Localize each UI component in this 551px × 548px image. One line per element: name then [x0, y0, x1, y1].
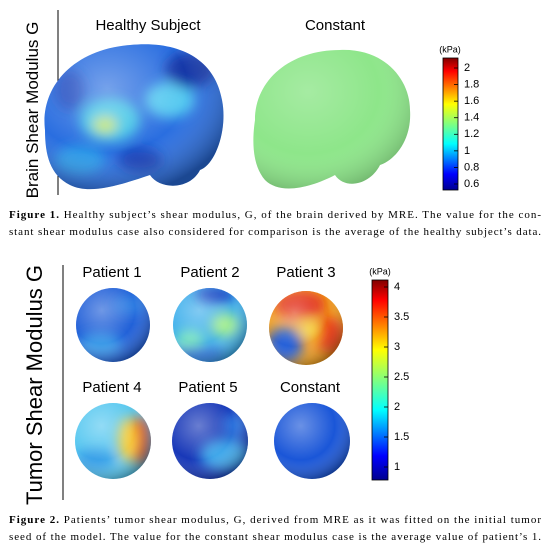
panel-label: Patient 2 — [180, 264, 239, 281]
colorbar-unit: (kPa) — [369, 266, 391, 276]
colorbar-tick-label: 1.2 — [464, 128, 479, 140]
colorbar-tick-label: 0.6 — [464, 178, 479, 190]
colorbar-tick-label: 1 — [464, 145, 470, 157]
y-label: Tumor Shear Modulus G — [22, 265, 47, 505]
brain-healthy — [44, 44, 224, 190]
tumor-sphere-constant — [274, 403, 350, 479]
colorbar-tick-label: 1.6 — [464, 95, 479, 107]
colorbar — [442, 57, 459, 191]
panel-label: Healthy Subject — [95, 17, 201, 34]
colorbar-tick-label: 0.8 — [464, 161, 479, 173]
tumor-sphere — [173, 288, 247, 362]
brain-constant — [253, 49, 411, 189]
caption-line: seed of the model. The value for the con… — [9, 531, 541, 543]
colorbar-ticks: 2 1.8 1.6 1.4 1.2 1 0.8 0.6 — [454, 62, 479, 190]
caption-label: Figure 2. — [9, 514, 59, 526]
caption-line: Figure 2. Patients’ tumor shear modulus,… — [9, 514, 541, 526]
caption-line: Figure 1. Healthy subject’s shear modulu… — [9, 209, 541, 221]
panel-label: Patient 5 — [178, 379, 237, 396]
tumor-sphere — [75, 403, 151, 479]
colorbar-tick-label: 3 — [394, 341, 400, 353]
tumor-sphere — [172, 403, 248, 479]
colorbar-tick-label: 1.4 — [464, 112, 479, 124]
colorbar-tick-label: 1.5 — [394, 431, 409, 443]
tumor-sphere — [269, 291, 343, 365]
colorbar-tick-label: 3.5 — [394, 311, 409, 323]
panel-label: Patient 4 — [82, 379, 141, 396]
panel-label: Constant — [280, 379, 341, 396]
tumor-sphere — [76, 288, 150, 362]
caption-label: Figure 1. — [9, 209, 59, 221]
colorbar-tick-label: 1 — [394, 461, 400, 473]
colorbar-tick-label: 2.5 — [394, 371, 409, 383]
colorbar-ticks: 4 3.5 3 2.5 2 1.5 1 — [384, 281, 409, 473]
panel-label: Constant — [305, 17, 366, 34]
panel-label: Patient 3 — [276, 264, 335, 281]
colorbar-unit: (kPa) — [439, 44, 461, 54]
y-label: Brain Shear Modulus G — [23, 22, 42, 199]
colorbar-tick-label: 1.8 — [464, 78, 479, 90]
caption-text: Healthy subject’s shear modulus, G, of t… — [64, 209, 542, 221]
caption-text: Patients’ tumor shear modulus, G, derive… — [64, 514, 542, 526]
colorbar — [371, 279, 389, 481]
colorbar-tick-label: 4 — [394, 281, 400, 293]
caption-line: stant shear modulus case also considered… — [9, 226, 541, 238]
colorbar-tick-label: 2 — [464, 62, 470, 74]
colorbar-tick-label: 2 — [394, 401, 400, 413]
panel-label: Patient 1 — [82, 264, 141, 281]
